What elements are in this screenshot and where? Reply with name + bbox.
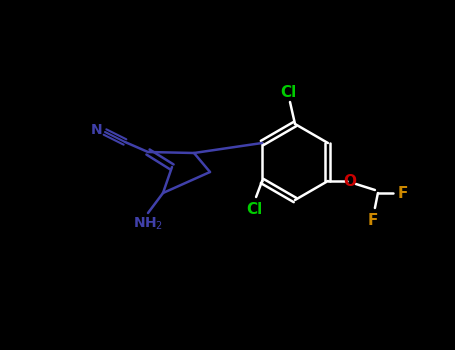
Text: Cl: Cl — [280, 85, 296, 100]
Text: NH$_2$: NH$_2$ — [133, 216, 163, 232]
Text: F: F — [368, 213, 378, 228]
Text: Cl: Cl — [246, 202, 262, 217]
Text: O: O — [344, 174, 356, 189]
Text: N: N — [91, 123, 102, 137]
Text: F: F — [398, 186, 408, 201]
